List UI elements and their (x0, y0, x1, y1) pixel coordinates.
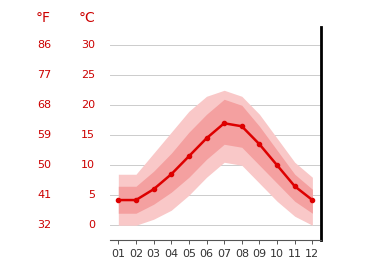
Text: 25: 25 (81, 70, 95, 80)
Text: 77: 77 (37, 70, 51, 80)
Text: 86: 86 (37, 40, 51, 50)
Text: 50: 50 (37, 160, 51, 170)
Text: 32: 32 (37, 220, 51, 230)
Text: 68: 68 (37, 100, 51, 110)
Text: 41: 41 (37, 190, 51, 200)
Text: 30: 30 (81, 40, 95, 50)
Text: 0: 0 (88, 220, 95, 230)
Text: 15: 15 (81, 130, 95, 140)
Text: 5: 5 (88, 190, 95, 200)
Text: 59: 59 (37, 130, 51, 140)
Text: °C: °C (78, 11, 95, 25)
Text: °F: °F (36, 11, 51, 25)
Text: 20: 20 (81, 100, 95, 110)
Text: 10: 10 (81, 160, 95, 170)
